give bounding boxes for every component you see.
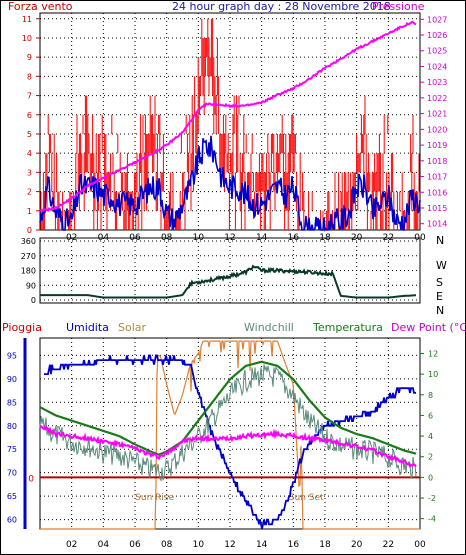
x-tick-label-top: 06 xyxy=(129,233,141,243)
direction-tick-label: 360 xyxy=(21,237,36,246)
pressure-tick-label: 1022 xyxy=(427,94,447,103)
humidity-tick-label: 75 xyxy=(7,445,17,454)
x-tick-label-bottom: 00 xyxy=(414,540,426,550)
legend-solar: Solar xyxy=(118,321,147,334)
solar-series xyxy=(40,340,420,530)
temperature-tick-label: -2 xyxy=(428,494,436,503)
wind-tick-label: 7 xyxy=(27,92,32,101)
pressure-tick-label: 1016 xyxy=(427,188,447,197)
wind-average-series xyxy=(39,135,421,232)
x-tick-label-bottom: 04 xyxy=(98,540,110,550)
x-tick-label-top: 18 xyxy=(319,233,331,243)
x-tick-label-bottom: 22 xyxy=(383,540,394,550)
pressure-tick-label: 1024 xyxy=(427,62,447,71)
x-tick-label-bottom: 20 xyxy=(351,540,363,550)
wind-tick-label: 3 xyxy=(27,168,32,177)
pressure-tick-label: 1014 xyxy=(427,220,447,229)
compass-label: N xyxy=(436,304,444,317)
pressure-tick-label: 1025 xyxy=(427,47,447,56)
x-tick-label-top: 16 xyxy=(288,233,300,243)
x-tick-label-bottom: 02 xyxy=(66,540,77,550)
humidity-tick-label: 70 xyxy=(7,469,17,478)
humidity-tick-label: 90 xyxy=(7,375,17,384)
sun-set-label: Sun Set xyxy=(289,493,324,503)
x-tick-label-top: 02 xyxy=(66,233,77,243)
humidity-tick-label: 60 xyxy=(7,516,17,525)
x-tick-label-top: 14 xyxy=(256,233,268,243)
humidity-tick-label: 65 xyxy=(7,492,17,501)
x-tick-label-top: 10 xyxy=(193,233,205,243)
x-tick-label-bottom: 10 xyxy=(193,540,205,550)
wind-tick-label: 4 xyxy=(27,149,32,158)
temperature-tick-label: 10 xyxy=(428,370,438,379)
wind-tick-label: 8 xyxy=(27,72,32,81)
temperature-tick-label: -4 xyxy=(428,515,436,524)
legend-humidity: Umidita xyxy=(66,321,109,334)
direction-tick-label: 0 xyxy=(31,296,36,305)
legend-dewpoint: Dew Point (°C) xyxy=(391,321,466,334)
wind-tick-label: 1 xyxy=(27,207,32,216)
compass-label: E xyxy=(436,290,443,303)
temperature-tick-label: 2 xyxy=(428,453,433,462)
pressure-tick-label: 1023 xyxy=(427,78,447,87)
x-tick-label-bottom: 18 xyxy=(319,540,331,550)
direction-tick-label: 270 xyxy=(21,252,36,261)
x-tick-label-bottom: 14 xyxy=(256,540,268,550)
temperature-tick-label: 8 xyxy=(428,391,433,400)
temperature-series xyxy=(39,360,417,456)
x-tick-label-top: 22 xyxy=(383,233,394,243)
temperature-tick-label: 12 xyxy=(428,349,438,358)
windchill-series xyxy=(39,364,417,482)
pressure-title: Pressione xyxy=(372,0,425,13)
wind-tick-label: 0 xyxy=(27,226,32,235)
compass-label: S xyxy=(436,276,443,289)
legend-temperature: Temperatura xyxy=(312,321,383,334)
temperature-tick-label: 6 xyxy=(428,411,433,420)
pressure-tick-label: 1015 xyxy=(427,204,447,213)
humidity-tick-label: 85 xyxy=(7,398,17,407)
pressure-tick-label: 1020 xyxy=(427,125,447,134)
x-tick-label-top: 12 xyxy=(224,233,235,243)
wind-tick-label: 11 xyxy=(22,15,32,24)
wind-tick-label: 6 xyxy=(27,111,32,120)
pressure-tick-label: 1026 xyxy=(427,31,447,40)
x-tick-label-bottom: 12 xyxy=(224,540,235,550)
wind-title: Forza vento xyxy=(8,0,73,13)
wind-tick-label: 5 xyxy=(27,130,32,139)
compass-label: W xyxy=(436,259,447,272)
rain-value-label: 0 xyxy=(28,474,34,484)
wind-tick-label: 9 xyxy=(27,53,32,62)
pressure-tick-label: 1027 xyxy=(427,15,447,24)
x-tick-label-top: 00 xyxy=(414,233,426,243)
pressure-series xyxy=(39,20,417,213)
humidity-tick-label: 80 xyxy=(7,422,17,431)
chart-title: 24 hour graph day : 28 Novembre 2018 xyxy=(172,0,391,13)
pressure-tick-label: 1021 xyxy=(427,110,447,119)
x-tick-label-bottom: 08 xyxy=(161,540,173,550)
legend-windchill: Windchill xyxy=(244,321,294,334)
humidity-tick-label: 95 xyxy=(7,351,17,360)
pressure-tick-label: 1019 xyxy=(427,141,447,150)
sun-rise-label: Sun Rise xyxy=(135,493,174,503)
x-tick-label-top: 20 xyxy=(351,233,363,243)
temperature-tick-label: 0 xyxy=(428,473,433,482)
wind-tick-label: 10 xyxy=(22,34,32,43)
x-tick-label-top: 04 xyxy=(98,233,110,243)
pressure-tick-label: 1018 xyxy=(427,157,447,166)
x-tick-label-bottom: 16 xyxy=(288,540,300,550)
dewpoint-series xyxy=(39,424,417,469)
x-tick-label-bottom: 06 xyxy=(129,540,141,550)
direction-tick-label: 90 xyxy=(26,281,36,290)
pressure-tick-label: 1017 xyxy=(427,173,447,182)
wind-direction-series xyxy=(40,264,416,299)
temperature-tick-label: 4 xyxy=(428,432,433,441)
humidity-series xyxy=(44,354,416,530)
x-tick-label-top: 08 xyxy=(161,233,173,243)
wind-tick-label: 2 xyxy=(27,188,32,197)
direction-tick-label: 180 xyxy=(21,267,36,276)
compass-label: N xyxy=(436,234,444,247)
legend-rain: Pioggia xyxy=(2,321,42,334)
